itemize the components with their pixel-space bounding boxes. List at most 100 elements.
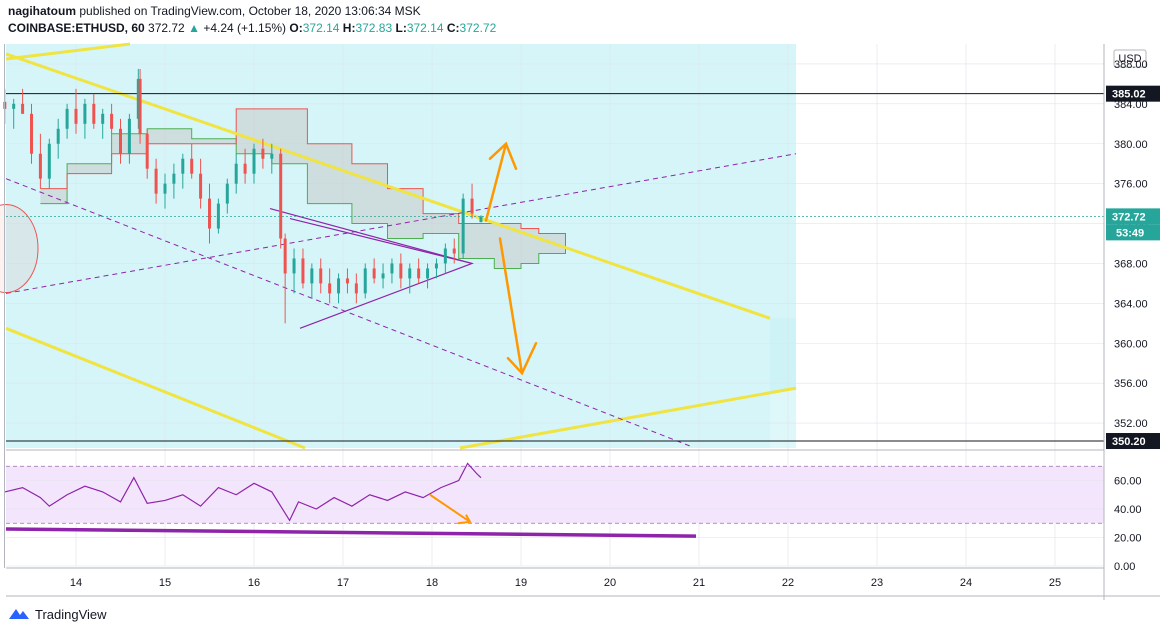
publish-info: nagihatoum published on TradingView.com,… [8, 4, 1158, 21]
author-name[interactable]: nagihatoum [8, 4, 76, 18]
candle-body [163, 183, 167, 194]
candle-body [252, 148, 256, 174]
candle-body [110, 113, 114, 129]
channel-lower-line [5, 326, 306, 450]
candle-body [443, 248, 447, 264]
channel-top-line [5, 42, 131, 61]
price-label: 350.20 [1112, 436, 1146, 448]
candle-body [319, 268, 323, 284]
rsi-tick-label: 20.00 [1114, 533, 1142, 545]
countdown-label: 53:49 [1116, 227, 1144, 239]
y-tick-label: 368.00 [1114, 258, 1148, 270]
candle-body [292, 258, 296, 274]
candle-body [199, 173, 203, 199]
candle-body [225, 183, 229, 204]
symbol-legend: COINBASE:ETHUSD, 60 372.72 ▲ +4.24 (+1.1… [8, 21, 1158, 35]
candle-body [21, 103, 25, 114]
candles-layer [3, 68, 483, 324]
rsi-tick-label: 0.00 [1114, 561, 1135, 573]
rsi-tick-label: 40.00 [1114, 504, 1142, 516]
price-label: 372.72 [1112, 211, 1146, 223]
y-tick-label: 352.00 [1114, 418, 1148, 430]
candle-body [310, 268, 314, 284]
price-label-box [1106, 208, 1160, 225]
rsi-line [4, 462, 482, 522]
candle-body [452, 248, 456, 254]
symbol-name[interactable]: COINBASE:ETHUSD, 60 [8, 21, 145, 35]
x-tick-label: 24 [960, 577, 972, 589]
axes-layer: USD388.00384.00380.00376.00372.00368.003… [4, 44, 1162, 600]
candle-body [119, 128, 122, 154]
drawings-layer [0, 42, 1104, 450]
candle-body [417, 268, 421, 279]
candle-body [83, 103, 87, 124]
candle-body [38, 153, 42, 179]
candle-body [461, 198, 465, 254]
low-label: L: [395, 21, 407, 35]
channel-upper-line [5, 52, 771, 320]
candle-body [301, 258, 305, 284]
triangle-upper [289, 217, 473, 265]
candle-body [154, 168, 158, 194]
x-tick-label: 16 [248, 577, 260, 589]
candle-body [345, 278, 349, 284]
x-tick-label: 14 [70, 577, 82, 589]
candle-body [12, 103, 16, 109]
open-value: 372.14 [302, 21, 340, 35]
high-value: 372.83 [355, 21, 393, 35]
low-value: 372.14 [406, 21, 444, 35]
candle-body [56, 128, 60, 144]
x-tick-label: 21 [693, 577, 705, 589]
left-border [4, 44, 5, 568]
candle-body [426, 268, 430, 279]
y-tick-label: 364.00 [1114, 298, 1148, 310]
channel-support-line [459, 386, 797, 450]
currency-box [1113, 49, 1147, 68]
candle-body [181, 158, 185, 174]
candle-body [279, 153, 283, 239]
ellipse-drawing [0, 204, 39, 293]
candle-body [479, 216, 483, 223]
close-value: 372.72 [459, 21, 497, 35]
x-tick-label: 22 [782, 577, 794, 589]
candle-body [283, 238, 287, 274]
open-label: O: [289, 21, 303, 35]
arrow-down-head [506, 342, 538, 376]
rsi-support-line [5, 527, 697, 538]
price-label: 385.02 [1112, 89, 1146, 101]
published-text: published on TradingView.com, October 18… [79, 4, 421, 18]
candle-body [234, 163, 238, 184]
candle-body [470, 198, 474, 214]
y-tick-label: 356.00 [1114, 378, 1148, 390]
y-tick-label: 388.00 [1114, 59, 1148, 71]
y-tick-label: 380.00 [1114, 139, 1148, 151]
candle-body [30, 113, 33, 154]
candle-body [270, 153, 274, 159]
arrow-up-head [488, 141, 518, 170]
candle-body [65, 108, 69, 129]
footer-brand[interactable]: TradingView [35, 606, 107, 622]
candle-body [74, 108, 78, 124]
candle-body [172, 173, 176, 184]
x-tick-label: 15 [159, 577, 171, 589]
y-tick-label: 376.00 [1114, 179, 1148, 191]
tradingview-logo-icon[interactable] [8, 606, 30, 622]
arrow-up [484, 142, 508, 222]
price-label-box [1106, 433, 1160, 450]
candle-body [243, 163, 247, 174]
price-change: +4.24 (+1.15%) [203, 21, 287, 35]
candle-body [127, 118, 131, 154]
arrow-down [498, 237, 524, 375]
rsi-arrow [429, 493, 471, 523]
candle-body [381, 273, 385, 279]
candle-body [208, 198, 211, 229]
rsi-tick-label: 60.00 [1114, 476, 1142, 488]
candle-body [190, 158, 194, 174]
rsi-band [6, 466, 1104, 524]
candle-body [328, 283, 332, 294]
high-label: H: [342, 21, 356, 35]
x-tick-label: 23 [871, 577, 883, 589]
x-tick-label: 19 [515, 577, 527, 589]
kumo-fill [40, 108, 566, 269]
